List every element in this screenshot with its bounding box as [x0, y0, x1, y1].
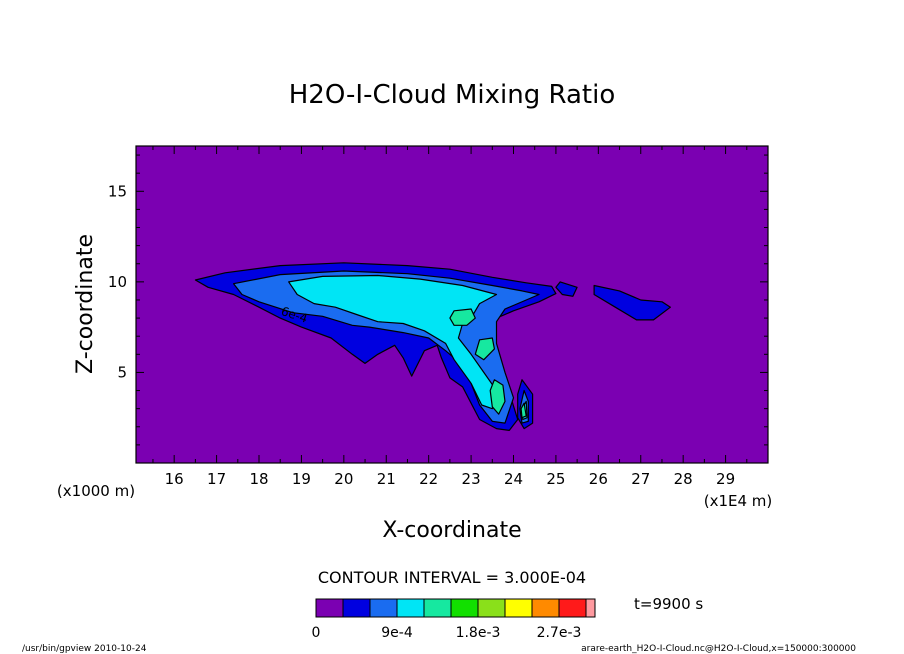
x-tick-label-23: 23	[462, 470, 481, 488]
time-label: t=9900 s	[634, 595, 703, 613]
x-tick-label-20: 20	[334, 470, 353, 488]
y-axis-ticks: 5 10 15	[108, 154, 768, 446]
y-tick-label-5: 5	[117, 363, 127, 381]
x-tick-label-28: 28	[674, 470, 693, 488]
x-tick-label-17: 17	[207, 470, 226, 488]
x-tick-label-29: 29	[716, 470, 735, 488]
colorbar-label-4: 2.7e-3	[537, 625, 582, 641]
colorbar-swatch-7	[477, 598, 506, 618]
contour-region-1-2	[555, 281, 578, 297]
colorbar-swatch-3	[369, 598, 398, 618]
contour-region-1-3	[593, 284, 672, 321]
colorbar: 0 9e-4 1.8e-3 2.7e-3	[312, 598, 596, 641]
colorbar-swatch-4	[396, 598, 425, 618]
plot-frame	[135, 145, 769, 464]
colorbar-swatch-10	[558, 598, 587, 618]
x-tick-label-26: 26	[589, 470, 608, 488]
x-axis-label: X-coordinate	[382, 518, 521, 543]
colorbar-swatch-2	[342, 598, 371, 618]
footer-right: arare-earth_H2O-I-Cloud.nc@H2O-I-Cloud,x…	[581, 644, 856, 654]
y-tick-label-15: 15	[108, 182, 127, 200]
x-unit-label: (x1E4 m)	[704, 492, 773, 510]
chart-title: H2O-I-Cloud Mixing Ratio	[289, 80, 616, 110]
x-tick-label-22: 22	[419, 470, 438, 488]
x-tick-label-18: 18	[249, 470, 268, 488]
y-tick-label-10: 10	[108, 273, 127, 291]
contour-region-4-4	[520, 402, 527, 419]
contour-regions	[194, 262, 672, 431]
x-tick-label-25: 25	[546, 470, 565, 488]
colorbar-swatch-5	[423, 598, 452, 618]
colorbar-swatch-8	[504, 598, 533, 618]
y-axis-label: Z-coordinate	[73, 234, 98, 374]
contour-region-4-1	[449, 308, 476, 326]
colorbar-swatch-11	[585, 598, 596, 618]
y-unit-label: (x1000 m)	[57, 482, 135, 500]
colorbar-label-2: 9e-4	[381, 625, 413, 641]
x-tick-label-27: 27	[631, 470, 650, 488]
contour-interval: CONTOUR INTERVAL = 3.000E-04	[318, 568, 586, 587]
x-axis-ticks: 16 17 18 19 20 21 22 23 24 25 26 27 28 29	[152, 146, 748, 488]
x-tick-label-16: 16	[165, 470, 184, 488]
colorbar-swatch-1	[315, 598, 344, 618]
contour-region-4-2	[474, 337, 495, 361]
x-tick-label-24: 24	[504, 470, 523, 488]
colorbar-swatch-9	[531, 598, 560, 618]
contour-region-4-3	[489, 379, 506, 415]
colorbar-label-1: 0	[312, 625, 321, 641]
x-tick-label-21: 21	[377, 470, 396, 488]
colorbar-label-3: 1.8e-3	[456, 625, 501, 641]
footer-left: /usr/bin/gpview 2010-10-24	[22, 644, 147, 654]
x-tick-label-19: 19	[292, 470, 311, 488]
colorbar-swatch-6	[450, 598, 479, 618]
